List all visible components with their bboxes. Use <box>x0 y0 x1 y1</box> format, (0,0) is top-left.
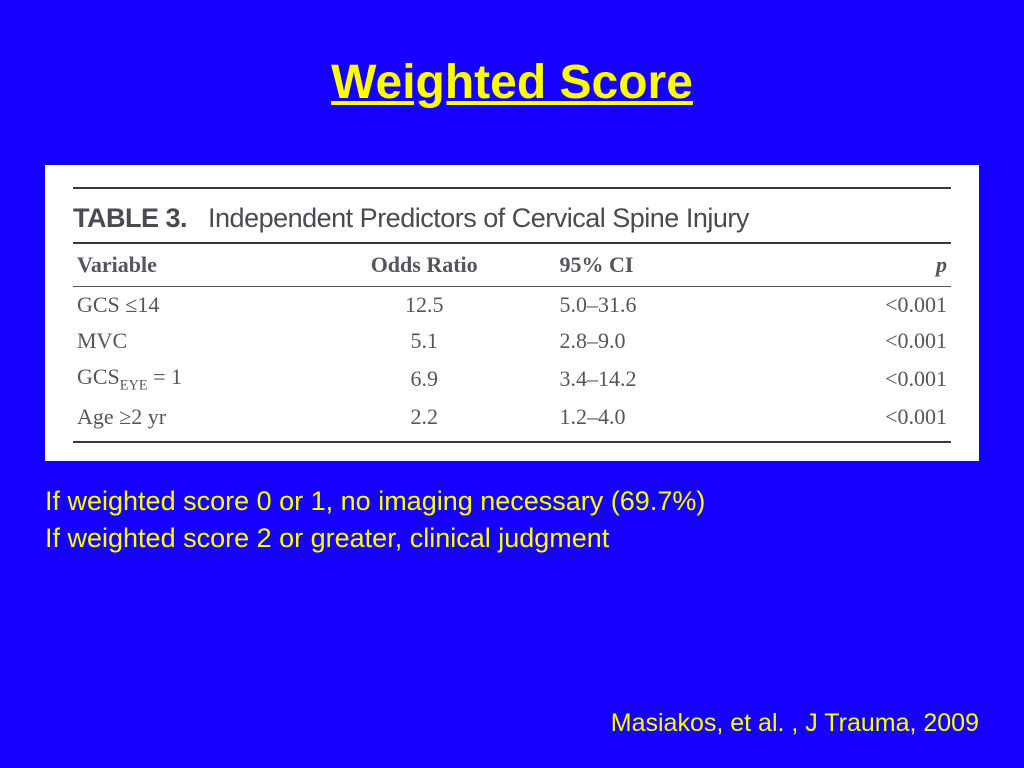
cell-odds-ratio: 12.5 <box>319 287 530 324</box>
cell-p: <0.001 <box>775 323 951 359</box>
table-caption-label: TABLE 3. <box>73 203 187 233</box>
cell-ci: 5.0–31.6 <box>530 287 776 324</box>
slide-title: Weighted Score <box>0 0 1024 110</box>
cell-p: <0.001 <box>775 287 951 324</box>
table-top-rule <box>73 187 951 189</box>
col-ci: 95% CI <box>530 244 776 287</box>
note-line-1: If weighted score 0 or 1, no imaging nec… <box>45 483 979 519</box>
citation: Masiakos, et al. , J Trauma, 2009 <box>611 709 979 738</box>
table-panel: TABLE 3. Independent Predictors of Cervi… <box>45 165 979 461</box>
predictors-table: Variable Odds Ratio 95% CI p GCS ≤14 12.… <box>73 244 951 435</box>
cell-variable: MVC <box>73 323 319 359</box>
cell-odds-ratio: 5.1 <box>319 323 530 359</box>
note-line-2: If weighted score 2 or greater, clinical… <box>45 520 979 556</box>
cell-odds-ratio: 2.2 <box>319 399 530 435</box>
table-row: Age ≥2 yr 2.2 1.2–4.0 <0.001 <box>73 399 951 435</box>
col-p: p <box>775 244 951 287</box>
table-row: GCS ≤14 12.5 5.0–31.6 <0.001 <box>73 287 951 324</box>
cell-variable: Age ≥2 yr <box>73 399 319 435</box>
cell-variable: GCSEYE = 1 <box>73 359 319 399</box>
col-variable: Variable <box>73 244 319 287</box>
cell-odds-ratio: 6.9 <box>319 359 530 399</box>
table-header-row: Variable Odds Ratio 95% CI p <box>73 244 951 287</box>
col-odds-ratio: Odds Ratio <box>319 244 530 287</box>
cell-ci: 2.8–9.0 <box>530 323 776 359</box>
cell-ci: 3.4–14.2 <box>530 359 776 399</box>
cell-p: <0.001 <box>775 399 951 435</box>
table-bottom-rule <box>73 441 951 443</box>
table-row: MVC 5.1 2.8–9.0 <0.001 <box>73 323 951 359</box>
cell-p: <0.001 <box>775 359 951 399</box>
notes-block: If weighted score 0 or 1, no imaging nec… <box>45 483 979 556</box>
table-caption-text: Independent Predictors of Cervical Spine… <box>208 203 749 233</box>
table-row: GCSEYE = 1 6.9 3.4–14.2 <0.001 <box>73 359 951 399</box>
cell-variable: GCS ≤14 <box>73 287 319 324</box>
cell-ci: 1.2–4.0 <box>530 399 776 435</box>
table-caption: TABLE 3. Independent Predictors of Cervi… <box>73 199 951 242</box>
